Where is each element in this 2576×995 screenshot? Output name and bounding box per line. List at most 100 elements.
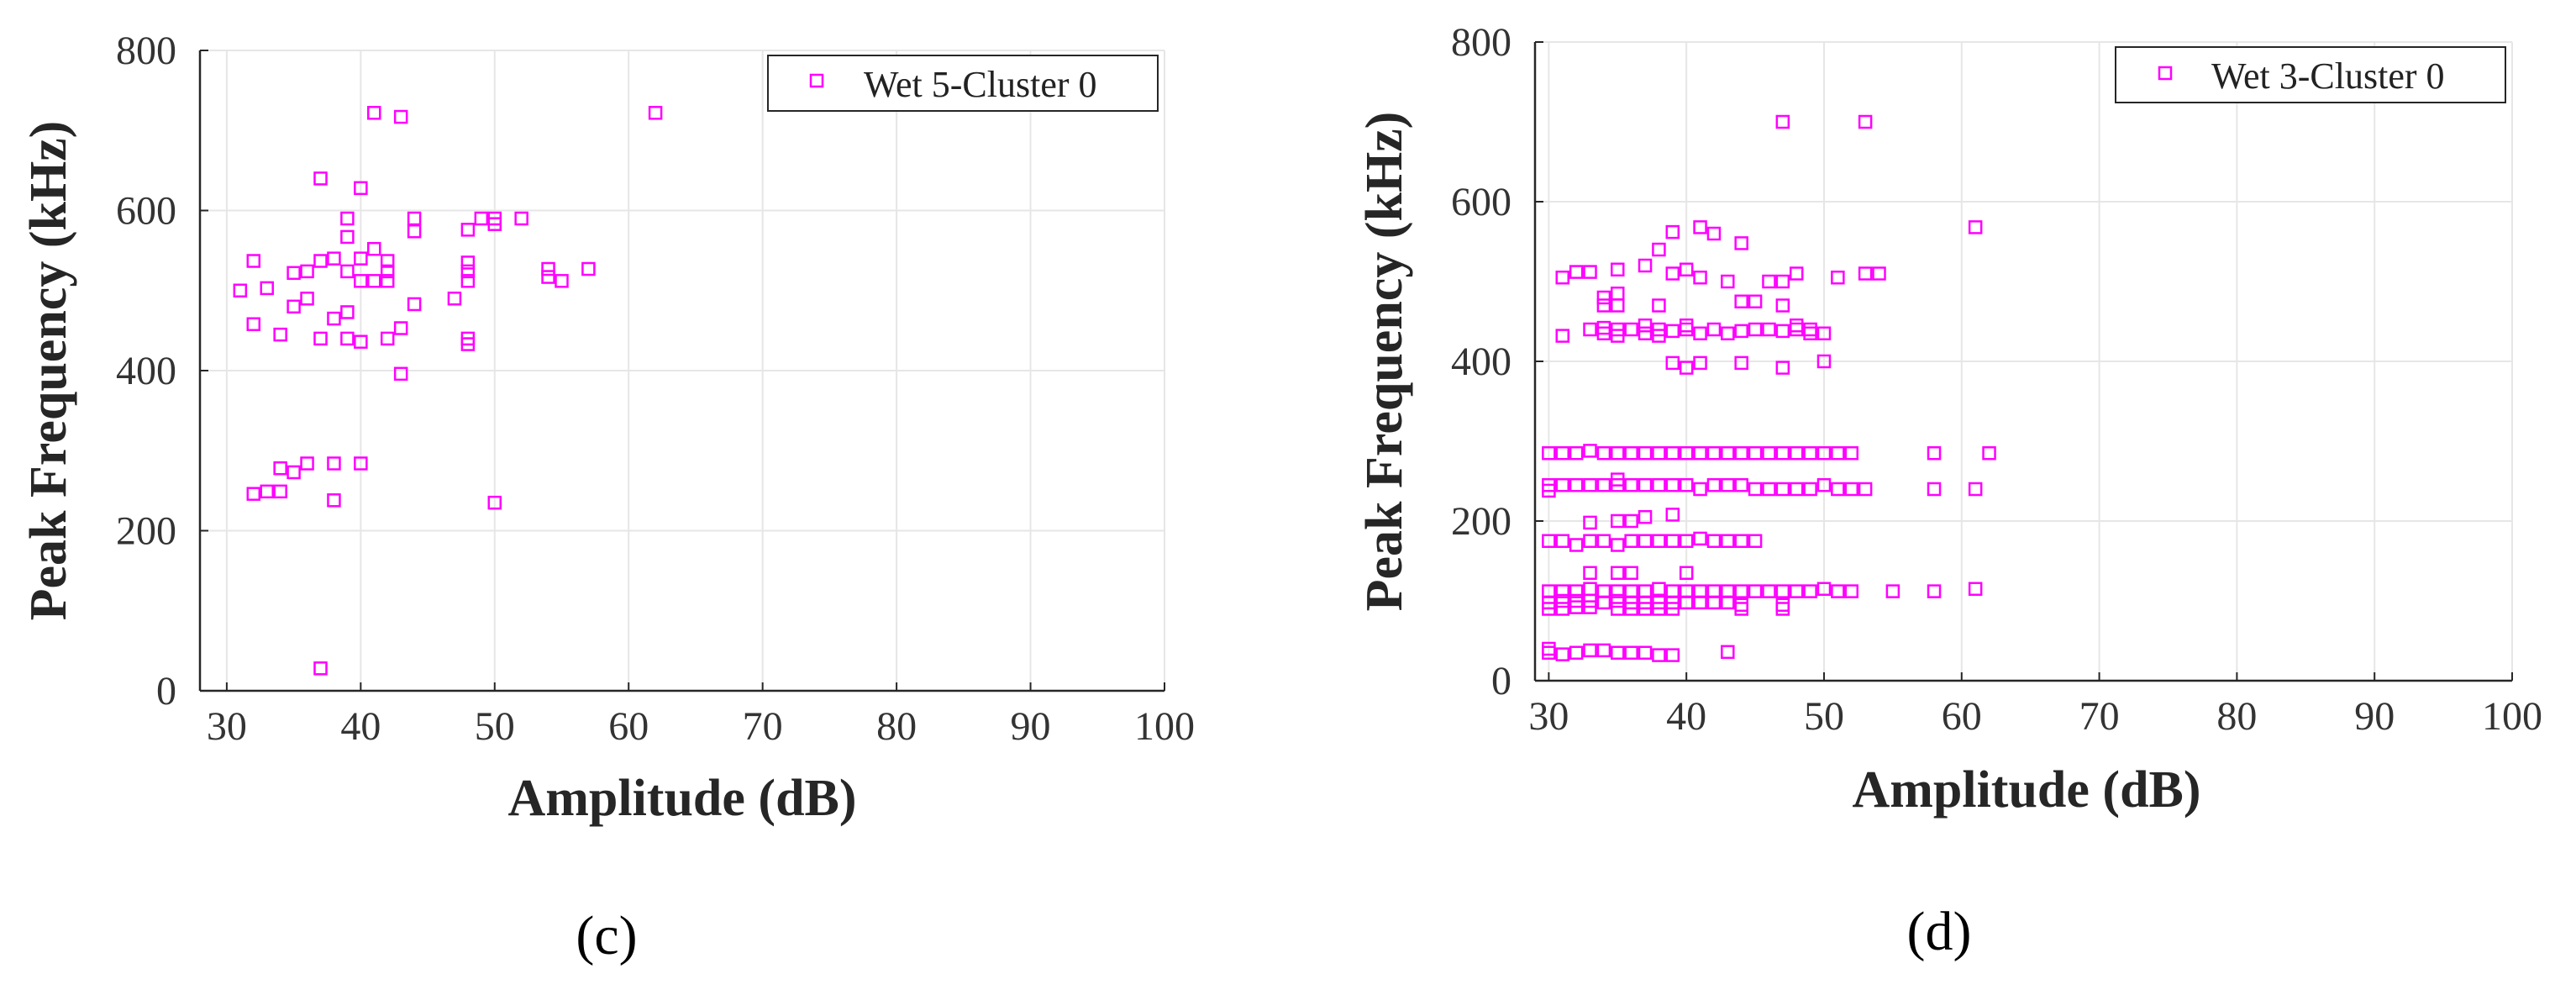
panel-d-data-point <box>1583 444 1597 458</box>
panel-d-data-point <box>1542 446 1556 461</box>
panel-d-data-point <box>1816 326 1832 340</box>
panel-c-data-point <box>487 217 502 231</box>
panel-d-data-point <box>1775 584 1790 598</box>
panel-d-data-point <box>1611 593 1625 608</box>
panel-c-data-point <box>514 211 528 226</box>
panel-c-data-point <box>327 493 341 508</box>
panel-c-y-tick-label: 600 <box>116 189 176 234</box>
panel-c-data-point <box>354 251 368 266</box>
panel-d-data-point <box>1555 593 1570 608</box>
panel-d-y-tick-label: 600 <box>1451 180 1511 224</box>
panel-d-data-point <box>1679 262 1694 276</box>
panel-c-y-tick-label: 400 <box>116 349 176 393</box>
panel-d-data-point <box>1638 510 1653 524</box>
panel-d-data-point <box>1748 294 1763 308</box>
panel-c-data-point <box>327 456 341 471</box>
panel-c-data-point <box>273 461 287 476</box>
panel-d-data-point <box>1611 262 1625 276</box>
panel-c-data-point <box>287 299 301 314</box>
panel-d-data-point <box>1734 355 1748 371</box>
panel-d-data-point <box>1982 446 1996 461</box>
panel-d-data-point <box>1734 294 1748 308</box>
panel-d-data-point <box>1665 508 1680 522</box>
panel-d-data-point <box>1555 446 1570 461</box>
panel-d-data-point <box>1734 602 1748 616</box>
panel-c-data-point <box>246 317 261 332</box>
panel-d-data-point <box>1693 326 1707 340</box>
panel-d-data-point <box>1611 446 1625 461</box>
panel-c-x-tick-label: 30 <box>207 704 247 749</box>
panel-d-data-point <box>1569 600 1584 614</box>
panel-d-data-point <box>1721 645 1735 660</box>
panel-c-data-point <box>246 487 261 501</box>
panel-c-data-point <box>273 327 287 342</box>
panel-d-data-point <box>1611 538 1625 552</box>
panel-d-data-point <box>1624 602 1638 616</box>
panel-d-data-point <box>1831 271 1845 285</box>
panel-d-data-point <box>1844 482 1858 497</box>
panel-d-data-point <box>1762 482 1776 497</box>
panel-d-data-point <box>1583 322 1597 337</box>
panel-d-data-point <box>1665 266 1680 281</box>
panel-c-data-point <box>327 311 341 326</box>
panel-c-data-point <box>354 274 368 288</box>
panel-d-y-tick-label: 400 <box>1451 340 1511 384</box>
panel-c-x-tick-label: 100 <box>1134 704 1195 749</box>
panel-d-data-point <box>1734 584 1748 598</box>
panel-d-data-point <box>1624 645 1638 660</box>
panel-c-data-point <box>367 241 381 256</box>
panel-c-chart: 30 40 50 60 70 80 90 100 0 200 400 600 800 Amplitude… <box>20 29 1195 966</box>
panel-d-data-point <box>1803 482 1817 497</box>
panel-d-data-point <box>1748 446 1763 461</box>
panel-d-data-point <box>1611 584 1625 598</box>
panel-c-data-point <box>367 274 381 288</box>
panel-d-data-point <box>1734 478 1748 492</box>
panel-c-data-point <box>300 456 314 471</box>
panel-d-x-tick-label: 100 <box>2482 694 2542 739</box>
panel-d-data-point <box>1596 643 1611 658</box>
panel-c-data-point <box>340 331 355 346</box>
panel-c-x-tick-label: 90 <box>1011 704 1051 749</box>
panel-d-data-point <box>1652 648 1666 662</box>
panel-d-data-point <box>1596 298 1611 313</box>
panel-d-data-point <box>1693 595 1707 610</box>
panel-d-data-point <box>1652 534 1666 548</box>
panel-c-data-point <box>460 264 476 279</box>
panel-d-legend-label: Wet 3-Cluster 0 <box>2211 55 2445 97</box>
panel-d-data-point <box>1693 220 1707 234</box>
panel-d-data-point <box>1596 290 1611 305</box>
panel-d-data-point <box>1596 320 1611 335</box>
panel-d-data-point <box>1816 582 1832 596</box>
panel-c-data-point <box>260 281 274 296</box>
panel-c-axes <box>198 50 1165 692</box>
panel-c-data-point <box>407 224 422 239</box>
panel-d-data-point <box>1555 329 1570 343</box>
panel-d-data-point <box>1583 478 1597 492</box>
panel-c-data-point <box>460 337 476 351</box>
panel-c-data-point <box>273 484 287 499</box>
panel-d-data-point <box>1555 478 1570 492</box>
panel-d-data-point <box>1721 595 1735 610</box>
panel-d-data-point <box>1679 361 1694 375</box>
panel-c-data-point <box>367 106 381 120</box>
panel-d-y-tick-label: 200 <box>1451 499 1511 544</box>
panel-d-data-point <box>1596 446 1611 461</box>
panel-d-data-point <box>1775 114 1790 129</box>
panel-d-data-point <box>1762 584 1776 598</box>
panel-d-data-point <box>1734 236 1748 250</box>
panel-d-data-point <box>1665 534 1680 548</box>
panel-d-data-point <box>1583 600 1597 614</box>
panel-d-data-point <box>1665 446 1680 461</box>
panel-d-data-point <box>1789 482 1804 497</box>
panel-d-data-point <box>1858 114 1873 129</box>
panel-c-y-tick-label: 800 <box>116 29 176 73</box>
panel-d-data-point <box>1721 274 1735 289</box>
panel-d-data-point <box>1775 274 1790 289</box>
panel-d-data-point <box>1693 531 1707 546</box>
panel-d-data-point <box>1555 584 1570 598</box>
panel-d-data-point <box>1968 582 1983 596</box>
panel-d-data-point <box>1721 478 1735 492</box>
panel-c-data-point <box>460 274 476 288</box>
